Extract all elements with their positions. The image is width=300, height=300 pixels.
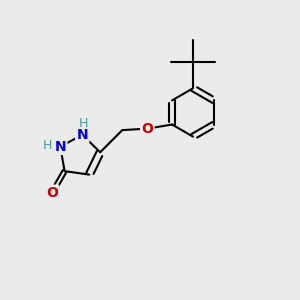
Text: O: O [141, 122, 153, 136]
Text: O: O [46, 186, 58, 200]
Text: H: H [43, 139, 52, 152]
Text: N: N [55, 140, 66, 154]
Text: N: N [76, 128, 88, 142]
Text: H: H [79, 117, 88, 130]
